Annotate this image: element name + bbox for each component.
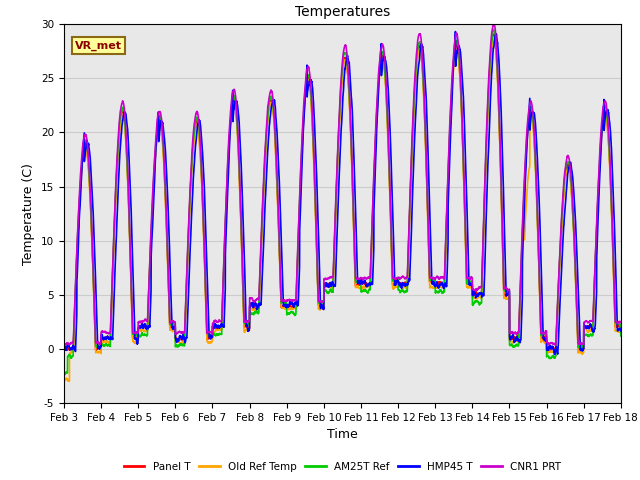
Legend: Panel T, Old Ref Temp, AM25T Ref, HMP45 T, CNR1 PRT: Panel T, Old Ref Temp, AM25T Ref, HMP45 … xyxy=(120,458,565,476)
Panel T xyxy=(60,344,68,349)
CNR1 PRT xyxy=(552,343,559,348)
HMP45 T xyxy=(160,132,168,138)
AM25T Ref xyxy=(161,162,168,168)
AM25T Ref xyxy=(322,288,330,294)
CNR1 PRT xyxy=(322,276,330,282)
Panel T xyxy=(467,280,475,286)
CNR1 PRT xyxy=(617,320,625,325)
CNR1 PRT xyxy=(160,155,168,160)
AM25T Ref xyxy=(467,279,475,285)
Old Ref Temp xyxy=(60,378,68,384)
HMP45 T xyxy=(499,166,507,171)
HMP45 T xyxy=(60,343,68,348)
Panel T xyxy=(499,250,507,255)
Text: VR_met: VR_met xyxy=(75,41,122,51)
AM25T Ref xyxy=(499,252,507,258)
Line: Panel T: Panel T xyxy=(64,34,621,352)
Y-axis label: Temperature (C): Temperature (C) xyxy=(22,163,35,264)
Old Ref Temp xyxy=(499,259,507,265)
HMP45 T xyxy=(452,29,460,35)
Panel T xyxy=(436,280,444,286)
Old Ref Temp xyxy=(65,378,72,384)
Line: AM25T Ref: AM25T Ref xyxy=(64,30,621,375)
AM25T Ref xyxy=(61,372,68,378)
HMP45 T xyxy=(467,283,475,288)
HMP45 T xyxy=(616,326,624,332)
Panel T xyxy=(490,31,498,37)
Panel T xyxy=(616,324,624,329)
HMP45 T xyxy=(436,282,444,288)
AM25T Ref xyxy=(436,288,444,293)
Line: CNR1 PRT: CNR1 PRT xyxy=(64,24,621,346)
Panel T xyxy=(617,324,625,330)
Panel T xyxy=(160,161,168,167)
Title: Temperatures: Temperatures xyxy=(295,5,390,19)
Old Ref Temp xyxy=(161,168,168,174)
CNR1 PRT xyxy=(467,274,475,279)
AM25T Ref xyxy=(617,333,625,339)
HMP45 T xyxy=(617,328,625,334)
CNR1 PRT xyxy=(499,242,507,248)
HMP45 T xyxy=(322,281,330,287)
AM25T Ref xyxy=(616,321,624,327)
Line: HMP45 T: HMP45 T xyxy=(64,32,621,355)
Panel T xyxy=(545,349,553,355)
Old Ref Temp xyxy=(616,329,624,335)
Old Ref Temp xyxy=(617,329,625,335)
CNR1 PRT xyxy=(616,319,624,325)
Old Ref Temp xyxy=(436,284,444,289)
X-axis label: Time: Time xyxy=(327,429,358,442)
Line: Old Ref Temp: Old Ref Temp xyxy=(64,37,621,381)
Old Ref Temp xyxy=(467,285,475,291)
CNR1 PRT xyxy=(490,21,498,27)
AM25T Ref xyxy=(490,27,497,33)
CNR1 PRT xyxy=(60,340,68,346)
CNR1 PRT xyxy=(436,275,444,280)
Panel T xyxy=(322,281,330,287)
Old Ref Temp xyxy=(322,284,330,289)
Old Ref Temp xyxy=(490,34,498,40)
HMP45 T xyxy=(550,352,558,358)
AM25T Ref xyxy=(60,372,68,377)
